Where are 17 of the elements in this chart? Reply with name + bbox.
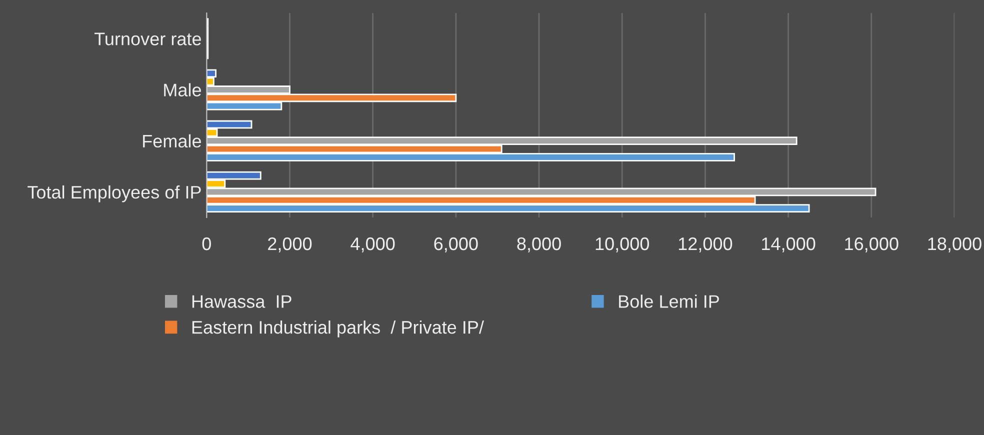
y-tick-label: Female (143, 134, 201, 148)
legend-label: Hawassa IP (192, 295, 292, 308)
y-tick-label: Total Employees of IP (28, 185, 201, 202)
y-tick-label: Turnover rate (94, 32, 201, 46)
x-tick-label: 16,000 (845, 237, 898, 252)
x-tick-label: 8,000 (517, 237, 561, 252)
x-tick-label: 2,000 (268, 237, 312, 252)
y-tick-label: Male (164, 83, 201, 96)
x-tick-label: 6,000 (434, 237, 478, 252)
x-tick-label: 4,000 (350, 237, 395, 252)
legend-label: Eastern Industrial parks / Private IP/ (192, 320, 484, 338)
x-tick-label: 14,000 (762, 237, 816, 252)
x-tick-label: 0 (202, 237, 211, 250)
x-tick-label: 12,000 (678, 237, 732, 252)
x-tick-label: 18,000 (928, 237, 982, 252)
legend-label: Bole Lemi IP (619, 294, 719, 308)
x-tick-label: 10,000 (596, 237, 650, 252)
